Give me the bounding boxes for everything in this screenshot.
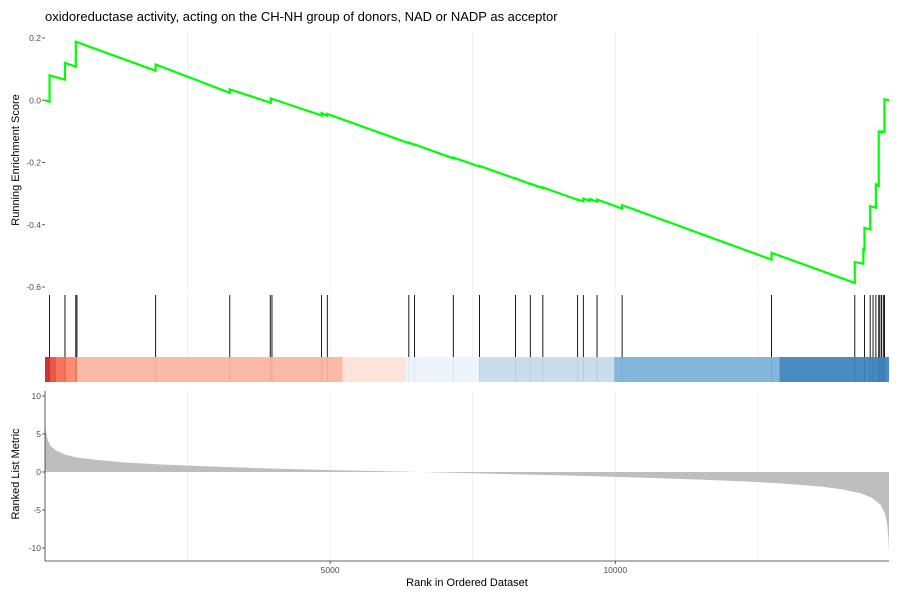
x-axis-ticks: 5000 10000 (321, 561, 627, 575)
ranked-metric-area (45, 424, 889, 554)
x-axis-label: Rank in Ordered Dataset (406, 577, 528, 589)
es-y-tick-label: 0.0 (29, 95, 41, 105)
rm-y-axis-label: Ranked List Metric (10, 428, 22, 520)
color-band (479, 357, 615, 382)
rm-y-tick-label: -10 (29, 543, 42, 553)
rm-y-tick-label: 0 (36, 467, 41, 477)
es-y-tick-label: -0.4 (26, 220, 41, 230)
color-band (49, 357, 57, 382)
running-es-line (44, 40, 890, 285)
es-gridlines (187, 31, 759, 292)
x-tick-label: 5000 (321, 565, 340, 575)
es-y-tick-label: -0.6 (26, 282, 41, 292)
color-band (66, 357, 77, 382)
rm-y-ticks: 10 5 0 -5 -10 (29, 391, 45, 553)
es-y-axis-label: Running Enrichment Score (10, 94, 22, 225)
color-band (405, 357, 480, 382)
color-band (342, 357, 406, 382)
running-es-panel: 0.2 0.0 -0.2 -0.4 -0.6 Running Enrichment Sc… (10, 31, 890, 292)
rm-y-tick-label: 5 (36, 429, 41, 439)
es-y-tick-label: 0.2 (29, 33, 41, 43)
rm-y-tick-label: 10 (32, 391, 42, 401)
color-band (779, 357, 889, 382)
color-band (76, 357, 343, 382)
rm-y-tick-label: -5 (33, 505, 41, 515)
es-y-ticks: 0.2 0.0 -0.2 -0.4 -0.6 (26, 33, 45, 292)
hit-panel (45, 295, 889, 382)
chart-title: oxidoreductase activity, acting on the C… (45, 9, 558, 24)
es-y-tick-label: -0.2 (26, 158, 41, 168)
rank-color-bar (45, 357, 889, 382)
ranked-metric-panel: 10 5 0 -5 -10 5000 10000 Ranked List Metric R… (10, 391, 889, 589)
color-band (45, 357, 50, 382)
x-tick-label: 10000 (603, 565, 627, 575)
color-band (56, 357, 67, 382)
color-band (614, 357, 780, 382)
